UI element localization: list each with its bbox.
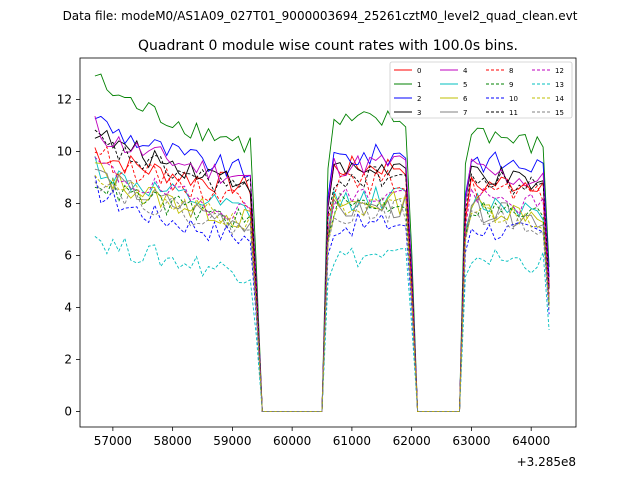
legend-label-4: 4 xyxy=(463,67,468,75)
series-line-13 xyxy=(94,236,550,412)
series-line-8 xyxy=(94,145,550,412)
x-offset-label: +3.285e8 xyxy=(517,455,576,469)
chart-suptitle: Data file: modeM0/AS1A09_027T01_90000036… xyxy=(63,9,578,23)
legend-label-5: 5 xyxy=(463,81,467,89)
series-line-14 xyxy=(94,175,550,412)
plot-frame xyxy=(79,57,577,428)
chart-title: Quadrant 0 module wise count rates with … xyxy=(138,38,518,54)
x-tick-label: 59000 xyxy=(213,434,251,448)
legend-label-6: 6 xyxy=(463,95,468,103)
legend-label-10: 10 xyxy=(509,95,518,103)
series-layer xyxy=(94,73,550,412)
legend-label-15: 15 xyxy=(555,109,564,117)
y-tick-label: 10 xyxy=(57,145,72,159)
legend-label-12: 12 xyxy=(555,67,564,75)
series-line-15 xyxy=(94,181,550,412)
x-tick-label: 61000 xyxy=(333,434,371,448)
y-tick-label: 2 xyxy=(64,352,72,366)
x-tick-label: 60000 xyxy=(273,434,311,448)
legend-label-11: 11 xyxy=(509,109,518,117)
legend-box xyxy=(389,61,573,119)
x-tick-label: 57000 xyxy=(94,434,132,448)
y-tick-label: 4 xyxy=(64,300,72,314)
x-tick-label: 62000 xyxy=(393,434,431,448)
legend-label-2: 2 xyxy=(417,95,421,103)
legend-label-14: 14 xyxy=(555,95,564,103)
legend-label-0: 0 xyxy=(417,67,421,75)
legend-label-7: 7 xyxy=(463,109,467,117)
y-tick-label: 12 xyxy=(57,93,72,107)
y-tick-label: 0 xyxy=(64,404,72,418)
x-tick-label: 63000 xyxy=(452,434,490,448)
legend-label-13: 13 xyxy=(555,81,564,89)
legend-label-1: 1 xyxy=(417,81,421,89)
legend-label-3: 3 xyxy=(417,109,421,117)
y-tick-label: 6 xyxy=(64,248,72,262)
x-tick-label: 58000 xyxy=(154,434,192,448)
series-line-10 xyxy=(94,175,550,412)
legend-label-8: 8 xyxy=(509,67,513,75)
axis-layer: 57000 58000 59000 60000 61000 62000 63000 64000… xyxy=(57,93,551,448)
x-tick-label: 64000 xyxy=(512,434,550,448)
y-tick-label: 8 xyxy=(64,197,72,211)
legend-label-9: 9 xyxy=(509,81,513,89)
